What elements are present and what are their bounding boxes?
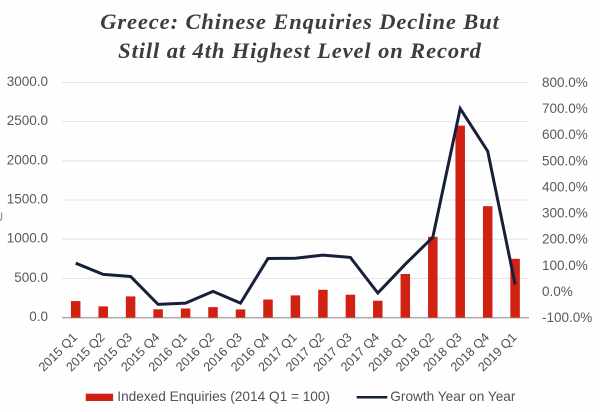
svg-text:500.0%: 500.0% xyxy=(542,153,588,168)
svg-text:0.0: 0.0 xyxy=(29,309,48,324)
svg-text:800.0%: 800.0% xyxy=(542,75,588,90)
svg-text:100.0%: 100.0% xyxy=(542,258,588,273)
svg-text:Growth Year on Year: Growth Year on Year xyxy=(390,389,516,404)
svg-text:2000.0: 2000.0 xyxy=(7,152,48,167)
svg-text:500.0: 500.0 xyxy=(14,270,48,285)
svg-text:1500.0: 1500.0 xyxy=(7,192,48,207)
svg-text:700.0%: 700.0% xyxy=(542,101,588,116)
svg-text:1000.0: 1000.0 xyxy=(7,231,48,246)
svg-text:-100.0%: -100.0% xyxy=(542,310,592,325)
svg-text:0.0%: 0.0% xyxy=(542,284,573,299)
svg-text:200.0%: 200.0% xyxy=(542,232,588,247)
svg-text:2500.0: 2500.0 xyxy=(7,113,48,128)
svg-text:3000.0: 3000.0 xyxy=(7,74,48,89)
svg-text:400.0%: 400.0% xyxy=(542,179,588,194)
svg-text:300.0%: 300.0% xyxy=(542,206,588,221)
svg-text:Indexed Enquiries (2014 Q1 = 1: Indexed Enquiries (2014 Q1 = 100) xyxy=(117,389,330,404)
svg-text:600.0%: 600.0% xyxy=(542,127,588,142)
